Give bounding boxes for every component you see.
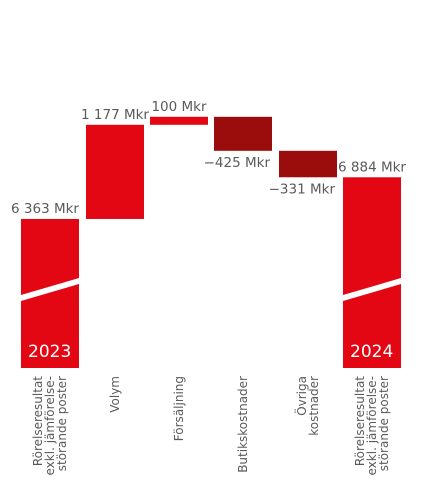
- value-label-0: 6 363 Mkr: [11, 201, 79, 217]
- bar-4: [279, 150, 337, 178]
- bar-2: [150, 116, 208, 125]
- category-label-3-line-0: Butikskostnader: [236, 376, 250, 473]
- category-label-2-line-0: Försäljning: [172, 376, 186, 441]
- category-label-5-line-1: exkl. jämförelse-: [365, 376, 379, 475]
- category-label-0-line-1: exkl. jämförelse-: [43, 376, 57, 475]
- category-label-1: Volym: [108, 376, 122, 413]
- year-label-0: 2023: [28, 342, 71, 362]
- bar-3: [214, 116, 272, 151]
- category-label-3: Butikskostnader: [236, 376, 250, 473]
- category-label-0-line-2: störande poster: [55, 376, 69, 471]
- category-label-0-line-0: Rörelseresultat: [31, 376, 45, 466]
- value-label-4: −331 Mkr: [269, 181, 336, 197]
- value-label-1: 1 177 Mkr: [81, 107, 149, 123]
- year-label-5: 2024: [350, 342, 393, 362]
- bar-1: [86, 124, 144, 219]
- category-label-1-line-0: Volym: [108, 376, 122, 413]
- axis-break-5: [343, 278, 401, 301]
- bar-5: [343, 177, 401, 368]
- category-label-5-line-0: Rörelseresultat: [353, 376, 367, 466]
- axis-break-0: [21, 278, 79, 301]
- category-label-4-line-1: kostnader: [307, 376, 321, 436]
- category-label-4-line-0: Övriga: [293, 376, 309, 416]
- value-label-3: −425 Mkr: [204, 155, 271, 171]
- value-label-5: 6 884 Mkr: [338, 159, 406, 175]
- value-label-2: 100 Mkr: [151, 99, 207, 115]
- category-label-5-line-2: störande poster: [377, 376, 391, 471]
- category-label-2: Försäljning: [172, 376, 186, 441]
